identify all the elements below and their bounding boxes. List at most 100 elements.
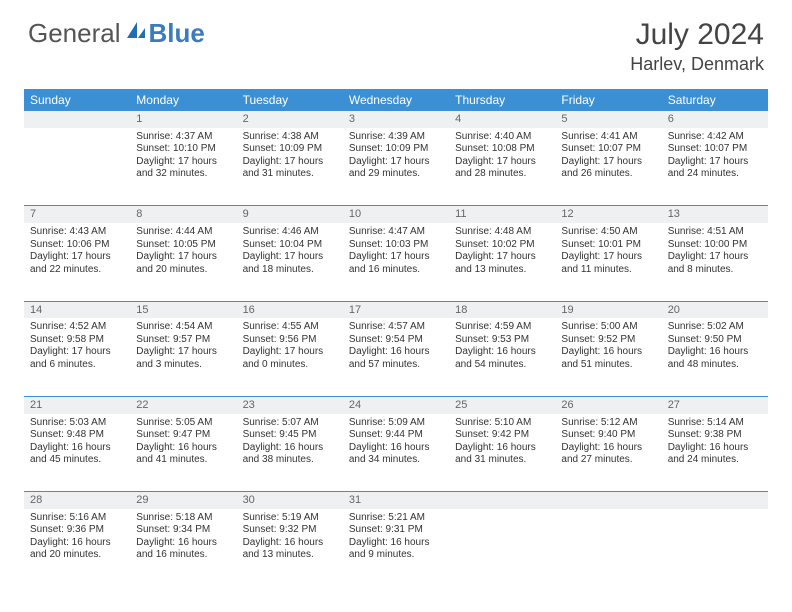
day-number: 13 — [662, 206, 768, 223]
day-number — [449, 492, 555, 509]
sunset-text: Sunset: 10:09 PM — [349, 143, 443, 156]
day-cell: Sunrise: 5:18 AMSunset: 9:34 PMDaylight:… — [130, 509, 236, 587]
day-cell — [24, 128, 130, 206]
location: Harlev, Denmark — [630, 54, 764, 75]
weekday-header: Wednesday — [343, 89, 449, 111]
day-number: 14 — [24, 301, 130, 318]
sunset-text: Sunset: 10:06 PM — [30, 239, 124, 252]
day-number: 22 — [130, 396, 236, 413]
sunrise-text: Sunrise: 4:42 AM — [668, 131, 762, 144]
day-cell: Sunrise: 5:19 AMSunset: 9:32 PMDaylight:… — [237, 509, 343, 587]
sunrise-text: Sunrise: 5:14 AM — [668, 417, 762, 430]
sunrise-text: Sunrise: 4:55 AM — [243, 321, 337, 334]
sunset-text: Sunset: 10:04 PM — [243, 239, 337, 252]
sunset-text: Sunset: 9:48 PM — [30, 429, 124, 442]
calendar-table: SundayMondayTuesdayWednesdayThursdayFrid… — [24, 89, 768, 587]
sunrise-text: Sunrise: 4:43 AM — [30, 226, 124, 239]
daylight-text: Daylight: 17 hours and 26 minutes. — [561, 156, 655, 181]
sunset-text: Sunset: 9:57 PM — [136, 334, 230, 347]
day-number: 17 — [343, 301, 449, 318]
sunrise-text: Sunrise: 4:54 AM — [136, 321, 230, 334]
sunset-text: Sunset: 9:50 PM — [668, 334, 762, 347]
sunset-text: Sunset: 10:09 PM — [243, 143, 337, 156]
daylight-text: Daylight: 16 hours and 41 minutes. — [136, 442, 230, 467]
day-cell: Sunrise: 5:05 AMSunset: 9:47 PMDaylight:… — [130, 414, 236, 492]
day-cell: Sunrise: 4:48 AMSunset: 10:02 PMDaylight… — [449, 223, 555, 301]
sunrise-text: Sunrise: 5:00 AM — [561, 321, 655, 334]
day-cell: Sunrise: 5:16 AMSunset: 9:36 PMDaylight:… — [24, 509, 130, 587]
day-number: 11 — [449, 206, 555, 223]
day-cell: Sunrise: 5:12 AMSunset: 9:40 PMDaylight:… — [555, 414, 661, 492]
sunrise-text: Sunrise: 5:02 AM — [668, 321, 762, 334]
sunrise-text: Sunrise: 5:18 AM — [136, 512, 230, 525]
sunrise-text: Sunrise: 5:12 AM — [561, 417, 655, 430]
day-cell: Sunrise: 4:41 AMSunset: 10:07 PMDaylight… — [555, 128, 661, 206]
daylight-text: Daylight: 16 hours and 45 minutes. — [30, 442, 124, 467]
sunset-text: Sunset: 10:08 PM — [455, 143, 549, 156]
day-number: 3 — [343, 111, 449, 128]
day-number: 10 — [343, 206, 449, 223]
daylight-text: Daylight: 17 hours and 6 minutes. — [30, 346, 124, 371]
sunset-text: Sunset: 9:52 PM — [561, 334, 655, 347]
sunset-text: Sunset: 10:07 PM — [561, 143, 655, 156]
day-number — [555, 492, 661, 509]
day-number: 26 — [555, 396, 661, 413]
daylight-text: Daylight: 17 hours and 13 minutes. — [455, 251, 549, 276]
day-cell: Sunrise: 5:09 AMSunset: 9:44 PMDaylight:… — [343, 414, 449, 492]
daylight-text: Daylight: 16 hours and 24 minutes. — [668, 442, 762, 467]
sunrise-text: Sunrise: 4:39 AM — [349, 131, 443, 144]
sunrise-text: Sunrise: 4:51 AM — [668, 226, 762, 239]
daylight-text: Daylight: 17 hours and 29 minutes. — [349, 156, 443, 181]
day-cell: Sunrise: 5:07 AMSunset: 9:45 PMDaylight:… — [237, 414, 343, 492]
weekday-header: Friday — [555, 89, 661, 111]
sunset-text: Sunset: 9:58 PM — [30, 334, 124, 347]
day-cell: Sunrise: 5:14 AMSunset: 9:38 PMDaylight:… — [662, 414, 768, 492]
sunset-text: Sunset: 9:44 PM — [349, 429, 443, 442]
sunrise-text: Sunrise: 4:59 AM — [455, 321, 549, 334]
day-cell: Sunrise: 4:54 AMSunset: 9:57 PMDaylight:… — [130, 318, 236, 396]
day-cell — [449, 509, 555, 587]
day-cell: Sunrise: 4:37 AMSunset: 10:10 PMDaylight… — [130, 128, 236, 206]
day-number — [662, 492, 768, 509]
day-number: 8 — [130, 206, 236, 223]
daylight-text: Daylight: 17 hours and 18 minutes. — [243, 251, 337, 276]
day-number: 16 — [237, 301, 343, 318]
daylight-text: Daylight: 17 hours and 24 minutes. — [668, 156, 762, 181]
daylight-text: Daylight: 17 hours and 20 minutes. — [136, 251, 230, 276]
sunrise-text: Sunrise: 5:19 AM — [243, 512, 337, 525]
daylight-text: Daylight: 16 hours and 27 minutes. — [561, 442, 655, 467]
daylight-text: Daylight: 17 hours and 8 minutes. — [668, 251, 762, 276]
sunrise-text: Sunrise: 4:57 AM — [349, 321, 443, 334]
day-number: 6 — [662, 111, 768, 128]
sunset-text: Sunset: 9:36 PM — [30, 524, 124, 537]
day-number: 1 — [130, 111, 236, 128]
weekday-header: Tuesday — [237, 89, 343, 111]
daylight-text: Daylight: 17 hours and 16 minutes. — [349, 251, 443, 276]
daylight-text: Daylight: 17 hours and 0 minutes. — [243, 346, 337, 371]
daylight-text: Daylight: 17 hours and 31 minutes. — [243, 156, 337, 181]
sunrise-text: Sunrise: 5:09 AM — [349, 417, 443, 430]
sunrise-text: Sunrise: 4:52 AM — [30, 321, 124, 334]
sunrise-text: Sunrise: 4:38 AM — [243, 131, 337, 144]
sunset-text: Sunset: 10:07 PM — [668, 143, 762, 156]
sunset-text: Sunset: 10:01 PM — [561, 239, 655, 252]
sunrise-text: Sunrise: 5:16 AM — [30, 512, 124, 525]
sunset-text: Sunset: 9:54 PM — [349, 334, 443, 347]
day-number-row: 28293031 — [24, 492, 768, 509]
day-number-row: 78910111213 — [24, 206, 768, 223]
sunrise-text: Sunrise: 4:44 AM — [136, 226, 230, 239]
logo-text-2: Blue — [149, 18, 205, 49]
daylight-text: Daylight: 17 hours and 32 minutes. — [136, 156, 230, 181]
day-cell: Sunrise: 4:38 AMSunset: 10:09 PMDaylight… — [237, 128, 343, 206]
day-cell: Sunrise: 5:00 AMSunset: 9:52 PMDaylight:… — [555, 318, 661, 396]
sunrise-text: Sunrise: 5:05 AM — [136, 417, 230, 430]
sunrise-text: Sunrise: 4:40 AM — [455, 131, 549, 144]
sunrise-text: Sunrise: 5:10 AM — [455, 417, 549, 430]
day-cell: Sunrise: 4:51 AMSunset: 10:00 PMDaylight… — [662, 223, 768, 301]
title-block: July 2024 Harlev, Denmark — [630, 18, 764, 75]
sunset-text: Sunset: 9:45 PM — [243, 429, 337, 442]
sunrise-text: Sunrise: 5:21 AM — [349, 512, 443, 525]
day-number: 20 — [662, 301, 768, 318]
day-number: 9 — [237, 206, 343, 223]
sunrise-text: Sunrise: 4:46 AM — [243, 226, 337, 239]
